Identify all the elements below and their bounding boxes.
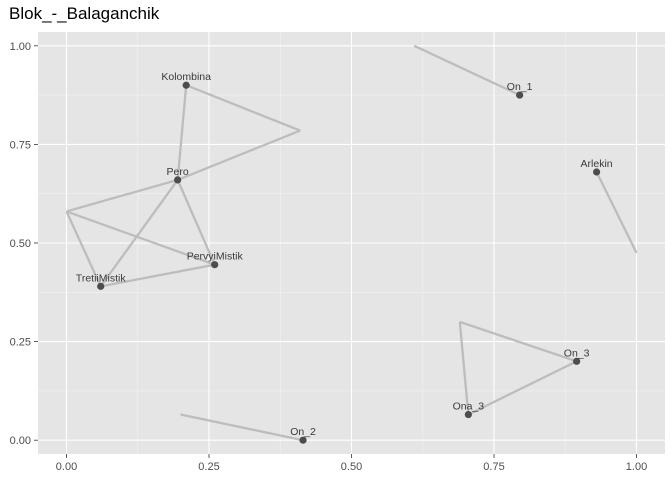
- network-edge: [413, 44, 521, 97]
- network-edge: [459, 320, 578, 363]
- network-edge: [180, 413, 304, 442]
- chart-title: Blok_-_Balaganchik: [9, 4, 160, 23]
- node-point: [464, 410, 472, 419]
- network-edge: [458, 321, 470, 415]
- node-point: [516, 91, 524, 99]
- node-label: Pero: [167, 166, 189, 178]
- x-tick-label: 1.00: [626, 461, 647, 473]
- node-label: On_2: [290, 426, 316, 438]
- network-edge: [467, 360, 578, 416]
- network-edge: [100, 263, 215, 288]
- network-edge: [176, 179, 216, 266]
- node-point: [97, 282, 105, 290]
- y-tick-label: 0.75: [10, 139, 31, 151]
- network-edge: [99, 179, 179, 288]
- network-edge: [595, 171, 638, 254]
- network-edge: [66, 178, 178, 213]
- node-label: Kolombina: [161, 71, 211, 83]
- y-tick-label: 0.25: [10, 337, 31, 349]
- node-point: [593, 168, 601, 176]
- network-edge: [66, 210, 216, 266]
- x-tick-label: 0.50: [341, 461, 362, 473]
- node-point: [174, 176, 182, 184]
- x-tick-label: 0.25: [198, 461, 219, 473]
- node-label: PervyiMistik: [187, 251, 244, 263]
- node-label: On_3: [564, 347, 590, 359]
- network-edge: [185, 84, 301, 132]
- node-point: [299, 436, 307, 444]
- node-label: On_1: [507, 81, 533, 93]
- node-point: [573, 357, 581, 365]
- node-point: [211, 261, 219, 269]
- y-tick-label: 1.00: [10, 41, 31, 53]
- node-label: TretiiMistik: [76, 272, 127, 284]
- y-tick-label: 0.50: [10, 238, 31, 250]
- y-tick-label: 0.00: [10, 435, 31, 447]
- node-label: Arlekin: [581, 158, 613, 170]
- network-edge: [65, 210, 102, 287]
- node-label: Ona_3: [453, 401, 485, 413]
- network-edge: [177, 129, 301, 181]
- network-edge: [176, 85, 188, 181]
- node-point: [182, 81, 190, 89]
- x-tick-label: 0.00: [56, 461, 77, 473]
- x-tick-label: 0.75: [483, 461, 504, 473]
